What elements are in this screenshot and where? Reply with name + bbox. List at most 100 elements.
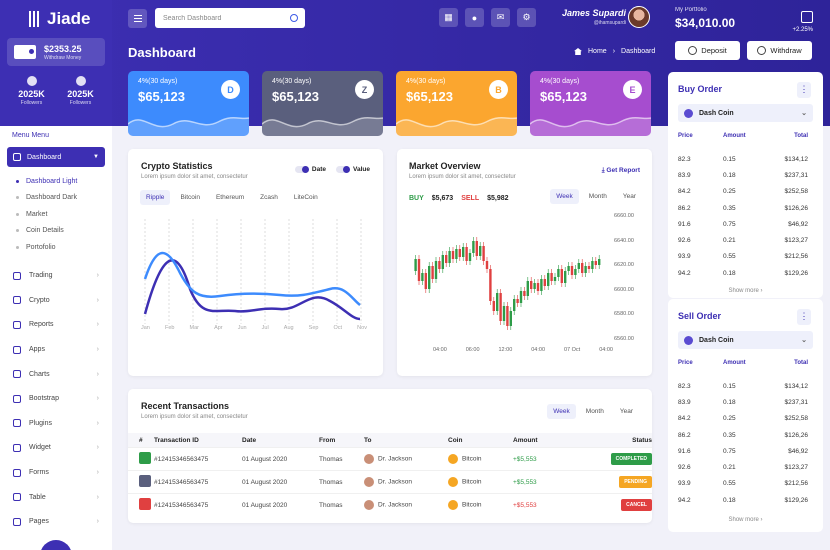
table-row[interactable]: 91.6 0.75 $46,92 [678, 443, 808, 459]
more-options-icon[interactable]: ⋮ [797, 309, 811, 325]
sidebar-item-apps[interactable]: Apps › [0, 337, 112, 362]
mail-icon[interactable]: ✉ [491, 8, 510, 27]
bell-icon[interactable]: ● [465, 8, 484, 27]
submenu-item[interactable]: Dashboard Dark [16, 190, 112, 207]
order-rows: 82.3 0.15 $134,12 83.9 0.18 $237,31 84.2 0.25 $2… [678, 151, 808, 281]
table-row[interactable]: 83.9 0.18 $237,31 [678, 394, 808, 410]
table-row[interactable]: 91.6 0.75 $46,92 [678, 216, 808, 232]
sidebar-item-widget[interactable]: Widget › [0, 436, 112, 461]
table-row[interactable]: #12415346563475 01 August 2020 Thomas Dr. J… [128, 470, 652, 493]
stat-card[interactable]: 4%(30 days) $65,123 B [396, 71, 517, 136]
stat-card[interactable]: 4%(30 days) $65,123 D [128, 71, 249, 136]
table-row[interactable]: 92.6 0.21 $123,27 [678, 459, 808, 475]
sidebar-item-reports[interactable]: Reports › [0, 313, 112, 338]
gear-icon[interactable]: ⚙ [517, 8, 536, 27]
table-row[interactable]: 82.3 0.15 $134,12 [678, 151, 808, 167]
user-handle: @ihamsupardi [593, 20, 626, 26]
panel-title: Crypto Statistics [141, 161, 213, 171]
order-amount: 0.75 [723, 447, 736, 455]
time-tick: 04:00 [531, 347, 546, 353]
sidebar-item-pages[interactable]: Pages › [0, 509, 112, 534]
show-more-link[interactable]: Show more › [668, 288, 823, 294]
breadcrumb-home[interactable]: Home [588, 48, 607, 55]
stat-card[interactable]: 4%(30 days) $65,123 Z [262, 71, 383, 136]
table-row[interactable]: 84.2 0.25 $252,58 [678, 184, 808, 200]
order-price: 83.9 [678, 398, 691, 406]
sidebar-item-forms[interactable]: Forms › [0, 460, 112, 485]
transaction-date: 01 August 2020 [242, 455, 288, 463]
tab-month[interactable]: Month [585, 408, 604, 415]
menu-toggle-button[interactable] [128, 9, 147, 28]
stat-change: 4%(30 days) [540, 78, 580, 85]
coin-icon: E [623, 80, 642, 99]
tab-week[interactable]: Week [547, 404, 576, 419]
table-row[interactable]: 94.2 0.18 $129,26 [678, 492, 808, 508]
portfolio-icon[interactable] [801, 11, 813, 23]
logo[interactable]: Jiade [29, 8, 105, 30]
sell-order-panel: Sell Order ⋮ Dash Coin ⌄ Price Amount Total 82.… [668, 299, 823, 532]
tab-month[interactable]: Month [588, 193, 607, 200]
withdraw-button[interactable]: Withdraw [747, 41, 812, 60]
table-row[interactable]: 82.3 0.15 $134,12 [678, 378, 808, 394]
submenu-item[interactable]: Coin Details [16, 223, 112, 240]
avatar[interactable] [628, 6, 650, 28]
more-options-icon[interactable]: ⋮ [797, 82, 811, 98]
person-add-icon [75, 76, 86, 86]
sidebar-item-charts[interactable]: Charts › [0, 362, 112, 387]
submenu-item[interactable]: Market [16, 206, 112, 223]
sidebar-item-trading[interactable]: Trading › [0, 264, 112, 289]
tab-ripple[interactable]: Ripple [140, 190, 171, 205]
sidebar-item-plugins[interactable]: Plugins › [0, 411, 112, 436]
plugins-icon [13, 419, 21, 428]
chevron-right-icon: › [96, 518, 99, 526]
sidebar-item-label: Reports [29, 321, 54, 329]
get-report-button[interactable]: ⤓ Get Report [601, 167, 640, 174]
tab-year[interactable]: Year [622, 193, 636, 200]
search-input[interactable] [155, 8, 305, 28]
table-row[interactable]: 93.9 0.55 $212,56 [678, 476, 808, 492]
deposit-button[interactable]: Deposit [675, 41, 740, 60]
tab-ethereum[interactable]: Ethereum [215, 194, 245, 201]
coin-select[interactable]: Dash Coin ⌄ [678, 331, 813, 349]
submenu-item[interactable]: Portofolio [16, 239, 112, 256]
table-row[interactable]: 92.6 0.21 $123,27 [678, 232, 808, 248]
tab-litecoin[interactable]: LiteCoin [293, 194, 318, 201]
user-info[interactable]: James Supardi @ihamsupardi [552, 8, 626, 26]
transactions-table: # Transaction ID Date From To Coin Amount Statu… [128, 433, 652, 516]
transaction-id: #12415346563475 [154, 478, 209, 486]
legend-value[interactable]: Value [336, 166, 370, 173]
sidebar-item-table[interactable]: Table › [0, 485, 112, 510]
table-row[interactable]: 86.2 0.35 $126,26 [678, 427, 808, 443]
submenu-item[interactable]: Dashboard Light [16, 173, 112, 190]
price-tick: 6620.00 [614, 262, 634, 268]
show-more-link[interactable]: Show more › [668, 517, 823, 523]
candle [523, 291, 526, 296]
order-total: $252,58 [784, 188, 809, 196]
tab-week[interactable]: Week [550, 189, 579, 204]
table-row[interactable]: #12415346563475 01 August 2020 Thomas Dr. J… [128, 447, 652, 470]
tab-year[interactable]: Year [619, 408, 633, 415]
tab-bitcoin[interactable]: Bitcoin [180, 194, 200, 201]
grid-icon[interactable]: ▦ [439, 8, 458, 27]
table-row[interactable]: 83.9 0.18 $237,31 [678, 167, 808, 183]
price-tick: 6600.00 [614, 286, 634, 293]
submenu-label: Coin Details [26, 227, 64, 235]
coin-select[interactable]: Dash Coin ⌄ [678, 104, 813, 122]
sidebar-bottom-button[interactable] [40, 540, 72, 550]
legend-date[interactable]: Date [294, 166, 326, 173]
tab-zcash[interactable]: Zcash [260, 194, 278, 201]
table-row[interactable]: 86.2 0.35 $126,26 [678, 200, 808, 216]
table-row[interactable]: #12415346563475 01 August 2020 Thomas Dr. J… [128, 493, 652, 516]
month-label: Jul [261, 325, 269, 331]
sidebar-item-crypto[interactable]: Crypto › [0, 288, 112, 313]
table-row[interactable]: 94.2 0.18 $129,26 [678, 265, 808, 281]
stat-card[interactable]: 4%(30 days) $65,123 E [530, 71, 651, 136]
table-row[interactable]: 93.9 0.55 $212,56 [678, 249, 808, 265]
wallet-card[interactable]: $2353.25 Withdraw Money [7, 38, 105, 66]
sidebar-item-bootstrap[interactable]: Bootstrap › [0, 386, 112, 411]
order-total: $46,92 [788, 447, 808, 455]
search-icon[interactable] [290, 14, 298, 22]
sidebar-item-dashboard[interactable]: Dashboard ▼ [7, 147, 105, 167]
table-row[interactable]: 84.2 0.25 $252,58 [678, 411, 808, 427]
withdraw-label: Withdraw [770, 46, 802, 55]
